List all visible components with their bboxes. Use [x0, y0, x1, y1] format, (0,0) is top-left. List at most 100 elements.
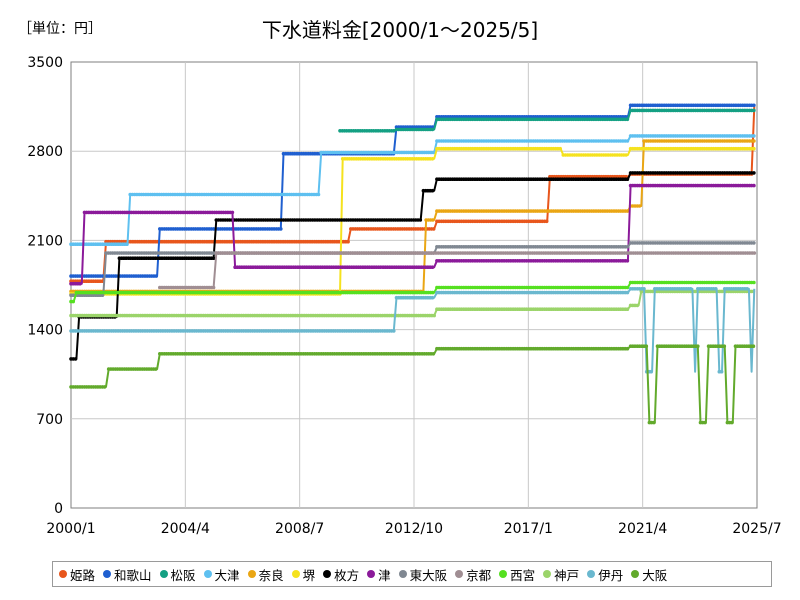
data-point — [316, 192, 321, 197]
data-point — [644, 344, 649, 349]
data-point — [430, 295, 435, 300]
data-point — [752, 171, 756, 175]
chart-title: 下水道料金[2000/1～2025/5] — [261, 18, 539, 42]
unit-label: ［単位：円］ — [18, 21, 102, 37]
data-point — [71, 299, 75, 304]
data-point — [635, 303, 640, 308]
data-point — [392, 329, 396, 333]
legend-marker-icon — [59, 570, 67, 578]
data-point — [696, 344, 700, 349]
data-point — [649, 369, 653, 374]
legend-item: 東大阪 — [398, 565, 448, 584]
legend-label: 東大阪 — [409, 567, 448, 583]
legend-marker-icon — [367, 570, 376, 578]
legend-item: 姫路 — [59, 565, 95, 584]
y-tick-label: 3500 — [27, 55, 63, 71]
data-point — [430, 125, 435, 129]
data-point — [418, 218, 423, 222]
data-point — [625, 285, 630, 290]
data-point — [558, 146, 562, 151]
data-point — [431, 227, 436, 231]
data-point — [722, 344, 727, 349]
data-point — [625, 177, 630, 181]
y-tick-label: 1400 — [27, 323, 63, 339]
legend-label: 大津 — [214, 567, 240, 583]
legend-label: 和歌山 — [114, 567, 152, 583]
data-point — [751, 344, 756, 349]
legend-label: 大阪 — [642, 567, 668, 583]
legend-marker-icon — [247, 570, 256, 578]
legend-label: 津 — [378, 567, 391, 583]
y-tick-label: 0 — [54, 501, 63, 517]
data-point — [73, 357, 78, 361]
legend-item: 京都 — [455, 565, 491, 584]
data-point — [752, 134, 756, 138]
data-point — [432, 313, 437, 318]
data-point — [752, 139, 756, 143]
x-tick-label: 2000/1 — [46, 521, 95, 537]
data-point — [279, 227, 283, 231]
x-tick-label: 2004/4 — [161, 521, 210, 537]
series-markers-枚方 — [69, 171, 756, 361]
data-point — [730, 420, 734, 425]
data-point — [392, 129, 396, 133]
y-tick-label: 700 — [36, 412, 63, 428]
data-point — [625, 245, 630, 249]
data-point — [211, 285, 216, 290]
legend-item: 堺 — [291, 565, 316, 584]
legend-marker-icon — [159, 570, 168, 578]
data-point — [703, 420, 707, 425]
series-markers-伊丹 — [69, 287, 749, 374]
data-point — [625, 346, 630, 351]
data-point — [102, 385, 107, 389]
legend-marker-icon — [323, 570, 332, 578]
data-point — [430, 188, 435, 193]
data-point — [431, 352, 436, 356]
data-point — [752, 183, 756, 188]
data-point — [625, 259, 630, 263]
series-markers-西宮 — [69, 280, 756, 304]
series-markers-津 — [69, 183, 756, 286]
data-point — [752, 241, 756, 245]
data-point — [752, 146, 756, 151]
x-tick-label: 2021/4 — [618, 521, 667, 537]
data-point — [125, 242, 129, 246]
x-tick-label: 2017/1 — [504, 521, 553, 537]
data-point — [431, 290, 435, 295]
legend-item: 和歌山 — [103, 565, 152, 584]
chart-legend: 姫路 和歌山 松阪 大津 奈良 堺 枚方 津 東大阪 京都 西宮 神戸 伊丹 大阪 — [52, 561, 772, 587]
data-point — [714, 287, 718, 291]
legend-label: 松阪 — [170, 567, 196, 583]
legend-item: 大津 — [203, 565, 240, 584]
y-tick-label: 2100 — [27, 233, 63, 249]
series-markers-松阪 — [338, 108, 756, 133]
legend-item: 西宮 — [499, 565, 535, 584]
legend-marker-icon — [291, 570, 300, 578]
legend-marker-icon — [398, 570, 407, 578]
legend-label: 伊丹 — [598, 567, 624, 583]
legend-item: 伊丹 — [587, 565, 623, 584]
legend-marker-icon — [631, 570, 640, 578]
data-point — [230, 210, 235, 215]
data-point — [752, 103, 756, 108]
series-markers-大阪 — [69, 344, 756, 425]
data-point — [544, 219, 549, 224]
legend-marker-icon — [103, 570, 112, 578]
legend-label: 西宮 — [510, 567, 536, 583]
legend-label: 堺 — [302, 567, 316, 583]
legend-label: 姫路 — [70, 567, 96, 583]
legend-item: 神戸 — [543, 565, 579, 584]
series-markers-神戸 — [69, 289, 756, 318]
legend-item: 津 — [367, 565, 391, 584]
x-tick-label: 2008/7 — [275, 521, 324, 537]
x-tick-label: 2012/10 — [385, 521, 443, 537]
data-point — [745, 287, 749, 291]
series-markers-京都 — [158, 251, 757, 290]
data-point — [652, 420, 656, 425]
data-point — [154, 274, 158, 278]
legend-item: 大阪 — [631, 565, 667, 584]
data-point — [624, 153, 628, 157]
data-point — [211, 256, 216, 261]
data-point — [642, 287, 646, 291]
